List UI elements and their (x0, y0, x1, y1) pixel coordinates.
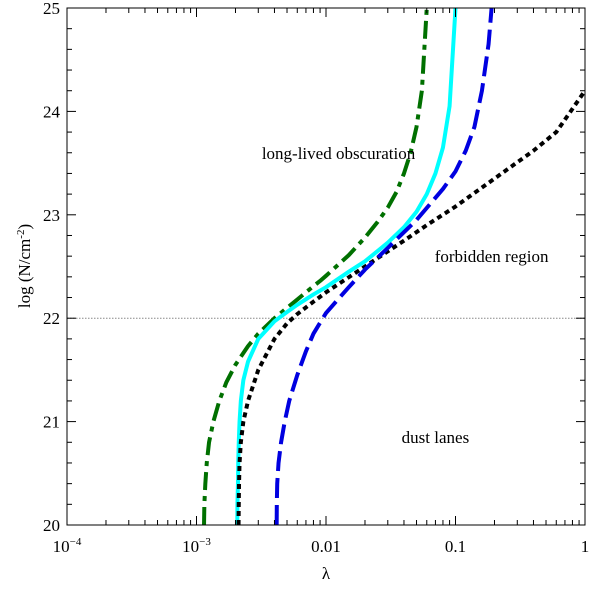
y-tick-label: 20 (43, 516, 60, 535)
y-tick-label: 24 (43, 102, 61, 121)
y-axis-title-end: ) (15, 224, 34, 230)
y-axis-title-superscript: -2 (15, 230, 27, 239)
tick-layer (66, 7, 586, 526)
x-tick-label: 0.01 (311, 537, 341, 556)
x-axis-title: λ (322, 564, 331, 583)
x-tick-label-base: 10 (53, 537, 70, 556)
y-tick-label: 25 (43, 0, 60, 18)
annotation-layer: long-lived obscuration forbidden region du… (262, 144, 549, 447)
series-line-1 (202, 8, 429, 525)
y-tick-label: 23 (43, 206, 60, 225)
x-tick-label: 10−4 (53, 536, 82, 556)
series-line-2 (235, 8, 458, 525)
plot-frame (66, 7, 586, 526)
series-layer (202, 8, 585, 525)
y-tick-label: 21 (43, 413, 60, 432)
series-line-3 (236, 89, 585, 525)
x-tick-label-exponent: −3 (199, 536, 211, 548)
x-tick-label-base: 0.1 (445, 537, 466, 556)
y-tick-label: 22 (43, 309, 60, 328)
annotation-2: forbidden region (435, 247, 549, 266)
series-line-4 (274, 8, 494, 525)
annotation-3: dust lanes (402, 428, 470, 447)
x-tick-label-base: 0.01 (311, 537, 341, 556)
y-axis-title-main: log (N/cm (15, 239, 34, 308)
x-tick-label: 10−3 (182, 536, 211, 556)
x-tick-label-base: 1 (581, 537, 590, 556)
annotation-1: long-lived obscuration (262, 144, 416, 163)
x-tick-label: 0.1 (445, 537, 466, 556)
y-axis-title: log (N/cm-2) (15, 224, 34, 308)
x-tick-label-base: 10 (182, 537, 199, 556)
x-tick-label-exponent: −4 (70, 536, 82, 548)
x-tick-label: 1 (581, 537, 590, 556)
